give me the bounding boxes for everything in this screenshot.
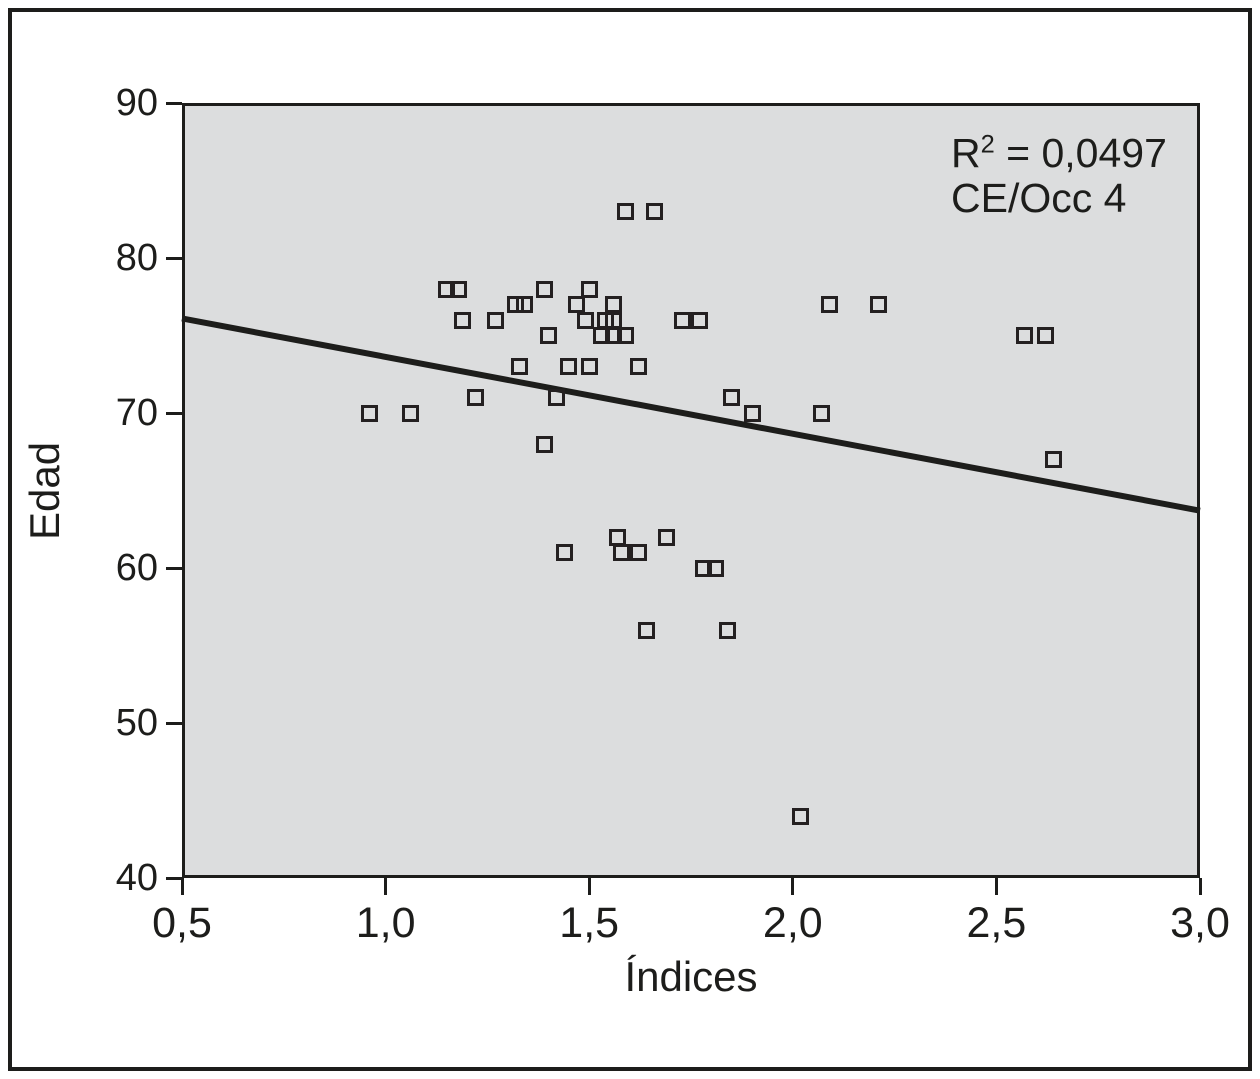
data-point-marker <box>535 435 553 453</box>
y-tick-label: 40 <box>115 857 158 899</box>
y-tick-label: 90 <box>115 82 158 124</box>
x-tick-mark <box>791 878 795 895</box>
annotation-block: R2 = 0,0497 CE/Occ 4 <box>951 131 1167 221</box>
data-point-marker <box>466 389 484 406</box>
x-axis-title: Índices <box>182 953 1200 1001</box>
figure-border <box>8 8 1252 1071</box>
y-tick-label: 60 <box>115 547 158 589</box>
y-tick-mark <box>166 411 182 415</box>
data-point-marker <box>548 389 566 406</box>
data-point-marker <box>360 404 378 422</box>
data-point-marker <box>401 404 419 422</box>
y-tick-mark <box>166 101 182 105</box>
data-point-marker <box>658 528 676 546</box>
data-point-marker <box>694 559 712 577</box>
x-tick-label: 1,0 <box>355 899 416 947</box>
data-point-marker <box>487 311 505 329</box>
x-axis-title-text: Índices <box>624 953 758 1000</box>
data-point-marker <box>629 544 647 561</box>
data-point-marker <box>1044 451 1062 468</box>
x-tick-label: 1,5 <box>559 899 620 947</box>
y-axis-title-text: Edad <box>21 441 68 540</box>
data-point-marker <box>609 528 627 546</box>
data-point-marker <box>792 807 810 825</box>
x-tick-mark <box>180 878 184 895</box>
x-tick-label: 2,5 <box>966 899 1027 947</box>
data-point-marker <box>454 311 472 329</box>
data-point-marker <box>674 311 692 329</box>
y-tick-label: 70 <box>115 392 158 434</box>
data-point-marker <box>629 358 647 375</box>
y-tick-mark <box>166 721 182 725</box>
data-point-marker <box>556 544 574 561</box>
x-tick-label: 2,0 <box>762 899 823 947</box>
data-point-marker <box>438 280 456 298</box>
x-tick-mark <box>1198 878 1202 895</box>
x-tick-label: 3,0 <box>1170 899 1230 947</box>
data-point-marker <box>820 296 838 313</box>
data-point-marker <box>637 621 655 639</box>
data-point-marker <box>568 296 586 313</box>
data-point-marker <box>450 280 468 298</box>
x-tick-label: 0,5 <box>152 899 212 947</box>
data-point-marker <box>605 296 623 313</box>
data-point-marker <box>592 327 610 344</box>
data-point-marker <box>605 327 623 344</box>
data-point-marker <box>580 358 598 375</box>
y-tick-label: 50 <box>115 702 158 744</box>
data-point-marker <box>719 621 737 639</box>
data-point-marker <box>605 311 623 329</box>
r-squared-label: R2 = 0,0497 <box>951 130 1167 176</box>
data-point-marker <box>560 358 578 375</box>
data-point-marker <box>869 296 887 313</box>
series-label: CE/Occ 4 <box>951 175 1127 221</box>
y-tick-label: 80 <box>115 237 158 279</box>
data-point-marker <box>613 544 631 561</box>
x-tick-mark <box>994 878 998 895</box>
data-point-marker <box>645 203 663 220</box>
data-point-marker <box>723 389 741 406</box>
data-point-marker <box>706 559 724 577</box>
data-point-marker <box>617 327 635 344</box>
data-point-marker <box>743 404 761 422</box>
x-tick-mark <box>587 878 591 895</box>
data-point-marker <box>1016 327 1034 344</box>
data-point-marker <box>511 358 529 375</box>
y-tick-mark <box>166 566 182 570</box>
data-point-marker <box>535 280 553 298</box>
x-tick-mark <box>384 878 388 895</box>
y-axis-title: Edad <box>14 103 76 878</box>
data-point-marker <box>539 327 557 344</box>
data-point-marker <box>812 404 830 422</box>
y-tick-mark <box>166 876 182 880</box>
data-point-marker <box>576 311 594 329</box>
data-point-marker <box>690 311 708 329</box>
data-point-marker <box>617 203 635 220</box>
data-point-marker <box>1036 327 1054 344</box>
data-point-marker <box>580 280 598 298</box>
data-point-marker <box>515 296 533 313</box>
y-tick-mark <box>166 256 182 260</box>
